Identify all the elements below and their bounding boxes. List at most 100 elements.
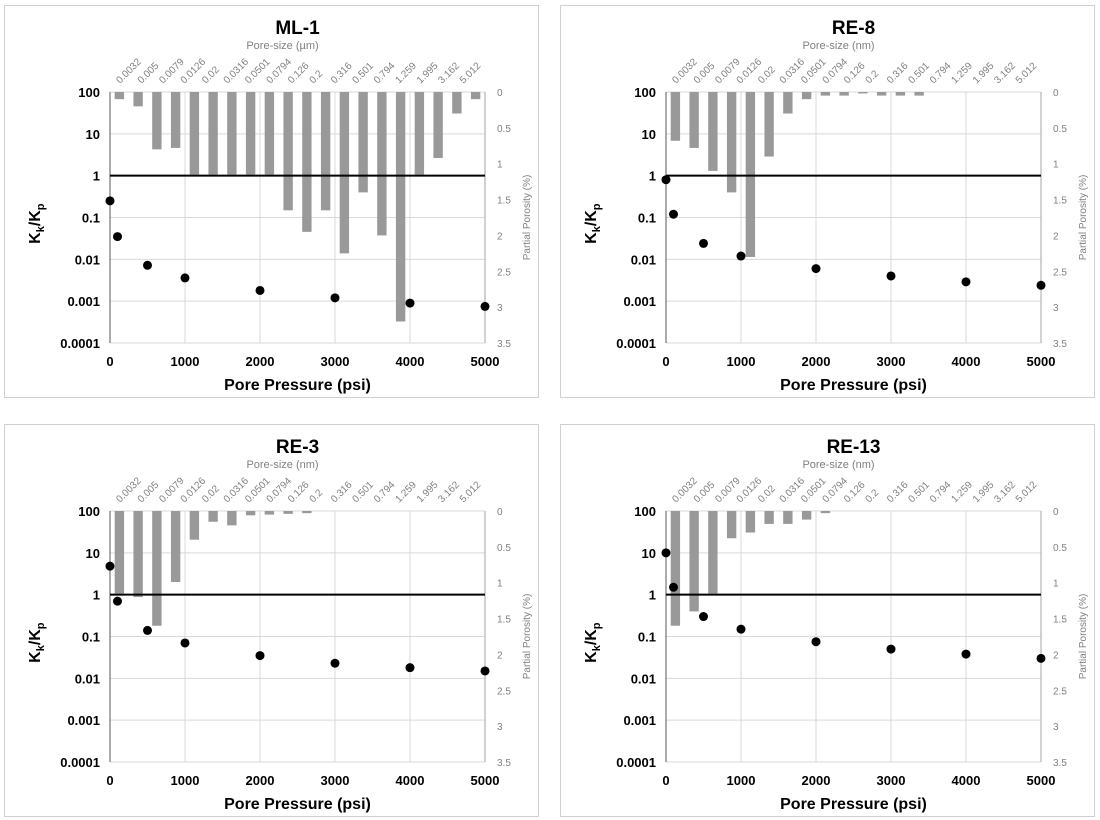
y2-tick-label: 1 bbox=[1053, 160, 1059, 171]
porosity-bar bbox=[858, 92, 868, 94]
x-tick-label: 3000 bbox=[877, 773, 906, 788]
x-tick-label: 4000 bbox=[952, 773, 981, 788]
y2-axis-label: Partial Porosity (%) bbox=[1078, 594, 1089, 680]
pore-size-tick-label: 0.316 bbox=[885, 60, 911, 86]
x-tick-label: 1000 bbox=[171, 354, 200, 369]
porosity-bar bbox=[895, 92, 906, 96]
porosity-bar bbox=[133, 92, 143, 107]
pore-size-tick-label: 1.995 bbox=[415, 479, 441, 505]
y2-tick-label: 1 bbox=[497, 160, 503, 171]
x-tick-label: 3000 bbox=[877, 354, 906, 369]
porosity-bar bbox=[170, 511, 181, 582]
chart-panel-re3: RE-3 Pore-size (nm) 100 10 1 0.1 0.01 0.001 0.00… bbox=[4, 424, 539, 817]
y2-tick-label: 3.5 bbox=[1053, 339, 1067, 350]
pore-size-tick-label: 1.995 bbox=[971, 60, 997, 86]
chart-title: ML-1 bbox=[275, 18, 320, 39]
porosity-bar bbox=[414, 92, 425, 175]
y2-tick-label: 2 bbox=[1053, 650, 1059, 661]
pore-size-tick-label: 0.501 bbox=[351, 479, 377, 505]
y-tick-label: 0.0001 bbox=[60, 755, 100, 770]
porosity-bar bbox=[670, 92, 681, 141]
y2-tick-label: 2.5 bbox=[1053, 267, 1067, 278]
y-tick-label: 100 bbox=[634, 85, 656, 100]
y-tick-label: 0.001 bbox=[623, 294, 656, 309]
data-point bbox=[113, 232, 122, 242]
porosity-bar bbox=[708, 511, 718, 594]
x-tick-label: 0 bbox=[106, 773, 113, 788]
y-tick-label: 1 bbox=[649, 169, 656, 184]
porosity-bar bbox=[283, 511, 293, 514]
porosity-bar bbox=[839, 92, 849, 96]
pore-size-tick-label: 0.316 bbox=[885, 479, 911, 505]
data-point bbox=[405, 298, 415, 308]
data-point bbox=[143, 625, 152, 635]
y2-tick-label: 2.5 bbox=[497, 267, 511, 278]
y2-tick-label: 0 bbox=[1053, 507, 1059, 518]
y2-tick-label: 2.5 bbox=[497, 686, 511, 697]
x-tick-label: 5000 bbox=[1027, 773, 1056, 788]
x-tick-label: 2000 bbox=[246, 354, 275, 369]
chart-panel-re8: RE-8 Pore-size (nm) 100 10 1 0.1 0.01 0.001 0.00… bbox=[560, 5, 1095, 398]
pore-size-tick-label: 0.794 bbox=[928, 60, 954, 86]
data-point bbox=[143, 260, 152, 270]
data-point bbox=[699, 612, 708, 622]
porosity-bar bbox=[114, 92, 125, 100]
y-tick-label: 0.01 bbox=[75, 671, 100, 686]
x-tick-label: 2000 bbox=[246, 773, 275, 788]
y2-tick-label: 2 bbox=[1053, 231, 1059, 242]
x-tick-label: 3000 bbox=[321, 773, 350, 788]
porosity-bar bbox=[745, 511, 756, 533]
porosity-bar bbox=[726, 92, 737, 193]
x-tick-label: 4000 bbox=[952, 354, 981, 369]
data-point bbox=[811, 264, 821, 274]
porosity-bar bbox=[801, 92, 812, 100]
y-tick-label: 10 bbox=[86, 546, 100, 561]
porosity-bar bbox=[452, 92, 462, 114]
pore-size-tick-label: 0.794 bbox=[372, 479, 398, 505]
pore-size-tick-label: 1.259 bbox=[949, 60, 975, 86]
chart-title: RE-3 bbox=[276, 437, 319, 458]
y2-tick-label: 0.5 bbox=[497, 543, 511, 554]
y2-tick-label: 1.5 bbox=[1053, 196, 1067, 207]
porosity-bar bbox=[708, 92, 718, 171]
porosity-bar bbox=[339, 92, 350, 254]
pore-size-tick-label: 0.316 bbox=[329, 479, 355, 505]
pore-size-tick-label: 0.2 bbox=[864, 68, 882, 86]
x-tick-label: 2000 bbox=[802, 773, 831, 788]
porosity-bar bbox=[114, 511, 125, 594]
pore-size-tick-label: 1.995 bbox=[971, 479, 997, 505]
x-tick-label: 2000 bbox=[802, 354, 831, 369]
y2-axis-label: Partial Porosity (%) bbox=[522, 594, 533, 680]
pore-size-tick-label: 0.2 bbox=[864, 487, 882, 505]
porosity-bar bbox=[801, 511, 812, 520]
pore-size-axis-label: Pore-size (nm) bbox=[246, 459, 318, 471]
data-point bbox=[886, 271, 896, 281]
x-tick-label: 3000 bbox=[321, 354, 350, 369]
porosity-bar bbox=[264, 511, 275, 515]
data-point bbox=[699, 238, 708, 248]
data-point bbox=[961, 277, 971, 287]
porosity-bar bbox=[245, 511, 256, 516]
porosity-bar bbox=[764, 511, 774, 524]
pore-size-tick-label: 3.162 bbox=[436, 479, 462, 505]
y-axis-label: Kk/Kp bbox=[27, 203, 47, 244]
porosity-bar bbox=[377, 92, 387, 236]
y-tick-label: 0.0001 bbox=[616, 755, 656, 770]
porosity-bar bbox=[264, 92, 275, 175]
y2-tick-label: 1 bbox=[1053, 579, 1059, 590]
y2-tick-label: 0 bbox=[497, 88, 503, 99]
data-point bbox=[1036, 280, 1046, 290]
pore-size-tick-label: 0.501 bbox=[351, 60, 377, 86]
y-tick-label: 1 bbox=[93, 588, 100, 603]
y2-tick-label: 0.5 bbox=[1053, 543, 1067, 554]
x-axis-label: Pore Pressure (psi) bbox=[224, 796, 371, 813]
y-tick-label: 0.1 bbox=[82, 211, 100, 226]
porosity-bar bbox=[876, 92, 887, 96]
y-tick-label: 0.1 bbox=[82, 630, 100, 645]
chart-panel-ml1: ML-1 Pore-size (µm) 100 10 1 0.1 0.01 0.001 0.00… bbox=[4, 5, 539, 398]
y-tick-label: 0.01 bbox=[631, 252, 656, 267]
pore-size-axis-label: Pore-size (nm) bbox=[802, 459, 874, 471]
porosity-bar bbox=[302, 92, 312, 232]
porosity-bar bbox=[689, 511, 699, 612]
data-point bbox=[480, 666, 490, 676]
